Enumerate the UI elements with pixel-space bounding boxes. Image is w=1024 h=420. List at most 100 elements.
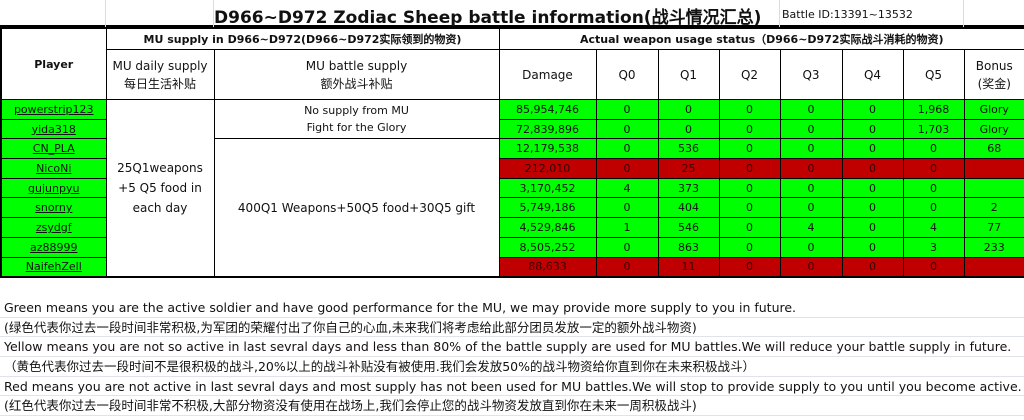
player-link[interactable]: zsydgf — [0, 217, 107, 238]
header-daily-supply: MU daily supply 每日生活补贴 — [105, 49, 215, 100]
cell-q5: 3 — [902, 236, 965, 258]
table-row: gujunpyu 3,170,452 4 373 0 0 0 0 — [0, 177, 1024, 199]
table-row: NicoNi 212,010 0 25 0 0 0 0 — [0, 158, 1024, 179]
header-q5: Q5 — [902, 49, 965, 100]
header-q0: Q0 — [595, 49, 659, 100]
cell-damage: 85,954,746 — [498, 99, 597, 120]
legend-notes: Green means you are the active soldier a… — [0, 298, 1024, 417]
daily-supply-cell: 25Q1weapons +5 Q5 food in each day — [105, 99, 215, 278]
player-link[interactable]: snorny — [0, 197, 107, 219]
battle-table: Player MU supply in D966~D972(D966~D972实… — [0, 27, 1024, 279]
header-player: Player — [0, 27, 107, 100]
cell-q4: 0 — [841, 217, 904, 238]
cell-damage: 12,179,538 — [498, 138, 597, 160]
cell-q1: 11 — [657, 256, 720, 278]
battle-supply-cell: 400Q1 Weapons+50Q5 food+30Q5 gift — [213, 138, 500, 278]
cell-bonus: 77 — [963, 217, 1024, 238]
cell-q1: 546 — [657, 217, 720, 238]
cell-q0: 0 — [595, 197, 659, 219]
cell-q5: 1,703 — [902, 118, 965, 140]
cell-q2: 0 — [718, 197, 781, 219]
cell-q3: 0 — [779, 177, 843, 199]
cell-q4: 0 — [841, 197, 904, 219]
cell-damage: 88,633 — [498, 256, 597, 278]
title-bar: D966~D972 Zodiac Sheep battle informatio… — [0, 0, 1024, 28]
note-yellow-cn: （黄色代表你过去一段时间不是很积极的战斗,20%以上的战斗补贴没有被使用.我们会… — [0, 357, 1024, 377]
cell-q3: 0 — [779, 118, 843, 140]
cell-q5: 1,968 — [902, 99, 965, 120]
cell-q4: 0 — [841, 236, 904, 258]
cell-bonus: 68 — [963, 138, 1024, 160]
cell-bonus: 233 — [963, 236, 1024, 258]
cell-q0: 0 — [595, 138, 659, 160]
cell-q2: 0 — [718, 177, 781, 199]
cell-q5: 4 — [902, 217, 965, 238]
table-row: az88999 8,505,252 0 863 0 0 0 3 233 — [0, 236, 1024, 258]
note-green-cn: (绿色代表你过去一段时间非常积极,为军团的荣耀付出了你自己的心血,未来我们将考虑… — [0, 318, 1024, 338]
cell-q3: 4 — [779, 217, 843, 238]
cell-bonus: Glory — [963, 118, 1024, 140]
cell-q1: 373 — [657, 177, 720, 199]
glory-supply-cell: No supply from MU Fight for the Glory — [213, 98, 500, 140]
cell-q4: 0 — [841, 99, 904, 120]
cell-q5: 0 — [902, 138, 965, 160]
cell-q1: 0 — [657, 118, 720, 140]
player-link[interactable]: NicoNi — [0, 158, 107, 179]
cell-q1: 25 — [657, 158, 720, 179]
cell-q4: 0 — [841, 256, 904, 278]
table-row: yida318 72,839,896 0 0 0 0 0 1,703 Glory — [0, 118, 1024, 140]
player-link[interactable]: powerstrip123 — [0, 99, 107, 120]
header-q3: Q3 — [779, 49, 843, 100]
cell-q5: 0 — [902, 158, 965, 179]
cell-q4: 0 — [841, 118, 904, 140]
table-row: CN_PLA 400Q1 Weapons+50Q5 food+30Q5 gift 1… — [0, 138, 1024, 278]
header-damage: Damage — [498, 49, 597, 100]
battle-id: Battle ID:13391~13532 — [782, 8, 913, 21]
cell-q3: 0 — [779, 236, 843, 258]
header-q4: Q4 — [841, 49, 904, 100]
player-link[interactable]: yida318 — [0, 118, 107, 140]
header-bonus: Bonus (奖金) — [963, 49, 1024, 100]
cell-damage: 8,505,252 — [498, 236, 597, 258]
cell-q0: 0 — [595, 118, 659, 140]
cell-q0: 0 — [595, 236, 659, 258]
cell-q1: 0 — [657, 99, 720, 120]
cell-q3: 0 — [779, 158, 843, 179]
note-red-en: Red means you are not active in last sev… — [0, 377, 1024, 397]
table-row: snorny 5,749,186 0 404 0 0 0 0 2 — [0, 197, 1024, 219]
header-battle-supply: MU battle supply 额外战斗补贴 — [213, 49, 500, 100]
cell-q2: 0 — [718, 236, 781, 258]
cell-q2: 0 — [718, 158, 781, 179]
cell-q0: 4 — [595, 177, 659, 199]
cell-q1: 536 — [657, 138, 720, 160]
player-link[interactable]: gujunpyu — [0, 177, 107, 199]
player-link[interactable]: az88999 — [0, 236, 107, 258]
sheet-title: D966~D972 Zodiac Sheep battle informatio… — [214, 8, 762, 28]
cell-q2: 0 — [718, 256, 781, 278]
cell-q0: 0 — [595, 256, 659, 278]
cell-q2: 0 — [718, 138, 781, 160]
cell-q2: 0 — [718, 217, 781, 238]
cell-q4: 0 — [841, 138, 904, 160]
cell-damage: 3,170,452 — [498, 177, 597, 199]
note-yellow-en: Yellow means you are not so active in la… — [0, 337, 1024, 358]
cell-q0: 0 — [595, 99, 659, 120]
cell-q5: 0 — [902, 197, 965, 219]
header-actual-usage: Actual weapon usage status（D966~D972实际战斗… — [498, 27, 1024, 50]
cell-q0: 0 — [595, 158, 659, 179]
cell-q2: 0 — [718, 118, 781, 140]
cell-bonus: 2 — [963, 197, 1024, 219]
cell-q3: 0 — [779, 138, 843, 160]
player-link[interactable]: NaifehZell — [0, 256, 107, 278]
table-row: NaifehZell 88,633 0 11 0 0 0 0 — [0, 256, 1024, 278]
cell-bonus — [963, 177, 1024, 199]
header-mu-supply: MU supply in D966~D972(D966~D972实际领到的物资) — [105, 27, 500, 50]
cell-q5: 0 — [902, 177, 965, 199]
cell-bonus — [963, 256, 1024, 278]
cell-q3: 0 — [779, 99, 843, 120]
cell-q1: 863 — [657, 236, 720, 258]
cell-damage: 5,749,186 — [498, 197, 597, 219]
cell-q4: 0 — [841, 177, 904, 199]
player-link[interactable]: CN_PLA — [0, 138, 107, 160]
table-row: powerstrip123 25Q1weapons +5 Q5 food in e… — [0, 98, 1024, 278]
